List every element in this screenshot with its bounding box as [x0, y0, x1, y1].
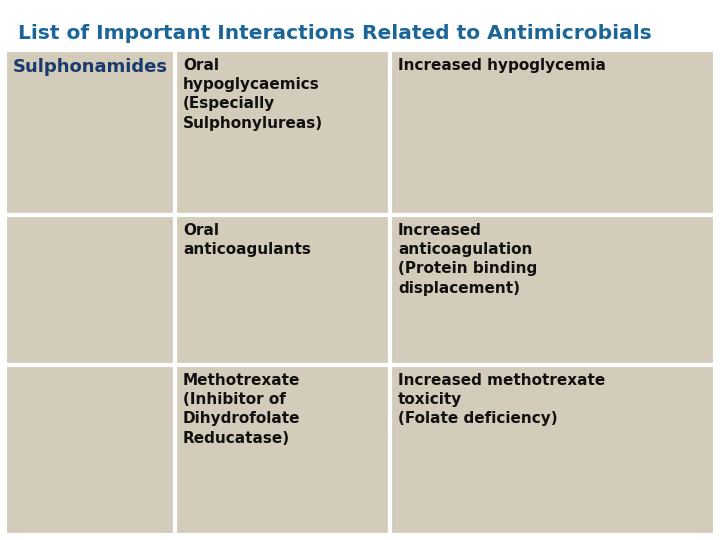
- Text: Oral
hypoglycaemics
(Especially
Sulphonylureas): Oral hypoglycaemics (Especially Sulphony…: [183, 58, 323, 131]
- Bar: [5, 50, 175, 215]
- Text: Sulphonamides: Sulphonamides: [13, 58, 168, 76]
- Bar: [5, 215, 175, 365]
- Text: Methotrexate
(Inhibitor of
Dihydrofolate
Reducatase): Methotrexate (Inhibitor of Dihydrofolate…: [183, 373, 300, 446]
- Bar: [175, 215, 390, 365]
- Bar: [175, 50, 390, 215]
- Bar: [390, 50, 715, 215]
- Bar: [390, 365, 715, 535]
- Text: Oral
anticoagulants: Oral anticoagulants: [183, 223, 311, 257]
- Bar: [5, 365, 175, 535]
- Bar: [390, 215, 715, 365]
- Text: Increased
anticoagulation
(Protein binding
displacement): Increased anticoagulation (Protein bindi…: [398, 223, 537, 295]
- Text: List of Important Interactions Related to Antimicrobials: List of Important Interactions Related t…: [18, 24, 652, 43]
- Text: Increased hypoglycemia: Increased hypoglycemia: [398, 58, 606, 73]
- Text: Increased methotrexate
toxicity
(Folate deficiency): Increased methotrexate toxicity (Folate …: [398, 373, 606, 427]
- Bar: [175, 365, 390, 535]
